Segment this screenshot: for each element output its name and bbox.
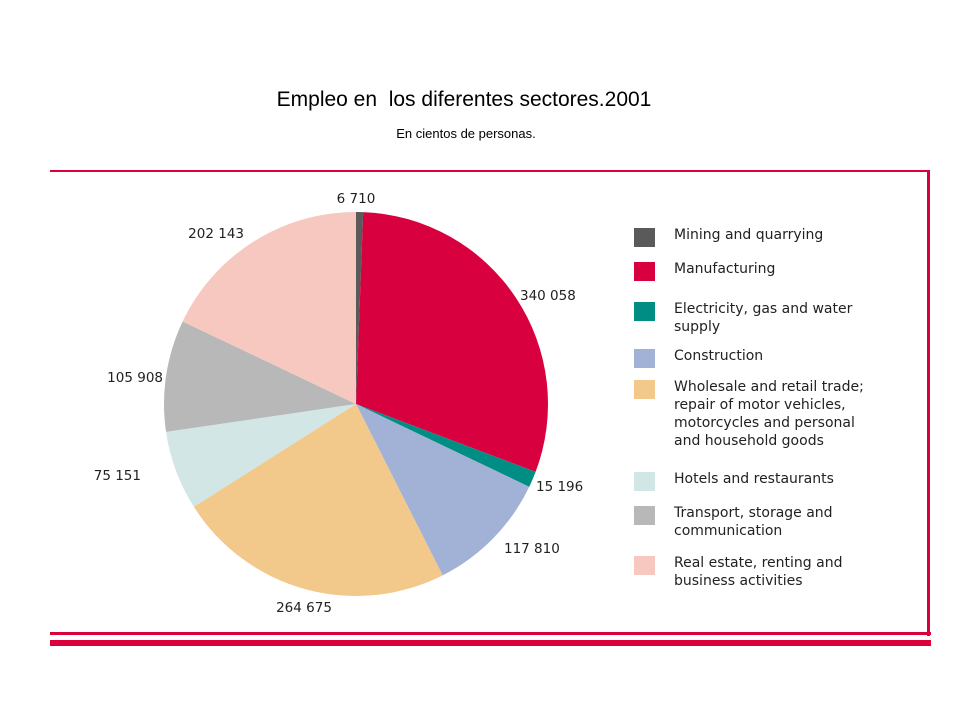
legend-swatch [634,302,655,321]
legend-item: Real estate, renting and business activi… [634,554,842,590]
legend-swatch [634,349,655,368]
legend-label: Mining and quarrying [674,227,824,243]
legend-item: Construction [634,347,763,368]
slice-value-label: 117 810 [504,541,560,557]
legend-label: Transport, storage and communication [674,505,833,539]
chart-frame [50,170,930,636]
legend-item: Electricity, gas and water supply [634,300,852,336]
slice-value-label: 340 058 [520,288,576,304]
legend-item: Wholesale and retail trade; repair of mo… [634,378,864,450]
legend-swatch [634,556,655,575]
legend-label: Construction [674,348,764,364]
legend-item: Mining and quarrying [634,226,823,247]
pie-slice-7 [164,321,356,432]
legend-label: Wholesale and retail trade; repair of mo… [674,379,864,449]
legend-item: Hotels and restaurants [634,470,834,491]
pie-slice-8 [182,212,356,404]
legend-label: Manufacturing [674,261,776,277]
slice-value-label: 105 908 [107,370,163,386]
pie-labels: 6 710 340 058 15 196 117 810 264 675 75 151 10… [94,191,584,616]
legend-swatch [634,506,655,525]
bottom-rule-thin [50,632,931,635]
legend-label: Real estate, renting and business activi… [674,555,843,589]
pie-slice-2 [356,212,548,472]
bottom-rule-thick [50,640,931,646]
pie-slice-4 [356,404,530,576]
legend-swatch [634,228,655,247]
slice-value-label: 6 710 [337,191,376,207]
pie-slice-3 [356,404,536,487]
slice-value-label: 15 196 [536,479,583,495]
legend-item: Manufacturing [634,260,775,281]
legend-item: Transport, storage and communication [634,504,833,540]
legend-swatch [634,380,655,399]
legend-swatch [634,262,655,281]
legend-label: Electricity, gas and water supply [674,301,853,335]
pie-slices [164,212,548,597]
slice-value-label: 264 675 [276,600,332,616]
slice-value-label: 75 151 [94,468,141,484]
chart-title: Empleo en los diferentes sectores.2001 [276,88,652,111]
pie-slice-1 [356,212,364,404]
legend-swatch [634,472,655,491]
legend-label: Hotels and restaurants [674,471,834,487]
chart-subtitle: En cientos de personas. [396,126,536,141]
slice-value-label: 202 143 [188,226,244,242]
pie-slice-5 [193,404,443,597]
pie-slice-6 [166,404,356,507]
